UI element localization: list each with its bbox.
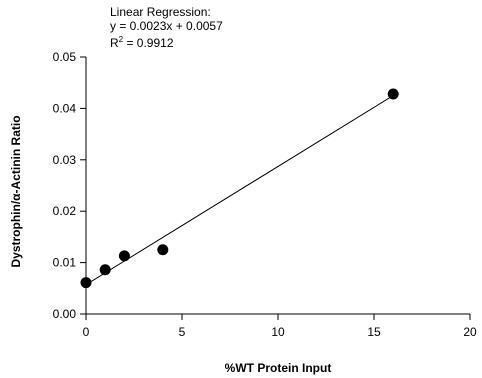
x-axis-title: %WT Protein Input bbox=[225, 361, 332, 375]
x-tick-label: 0 bbox=[83, 325, 90, 339]
axes bbox=[80, 56, 471, 320]
data-points bbox=[80, 88, 399, 289]
axis-labels: 0 5 10 15 20 0.00 0.01 0.02 0.03 0.04 0.05 %WT Prot… bbox=[9, 50, 477, 375]
data-point bbox=[99, 264, 111, 276]
x-tick-label: 5 bbox=[179, 325, 186, 339]
annotation-line-1: Linear Regression: bbox=[110, 5, 211, 19]
r-squared-exponent: 2 bbox=[118, 35, 124, 44]
x-tick-label: 15 bbox=[367, 325, 381, 339]
y-tick-label: 0.01 bbox=[53, 256, 77, 270]
annotation-equation: y = 0.0023x + 0.0057 bbox=[110, 19, 223, 33]
regression-line bbox=[85, 95, 394, 286]
y-axis-title: Dystrophin/α-Actinin Ratio bbox=[9, 115, 23, 267]
annotation-r-squared: R2 = 0.9912 bbox=[110, 33, 223, 50]
y-tick-label: 0.00 bbox=[53, 307, 77, 321]
data-point bbox=[157, 244, 169, 256]
data-point bbox=[80, 277, 92, 289]
y-tick-label: 0.02 bbox=[53, 204, 77, 218]
y-tick-label: 0.05 bbox=[53, 50, 77, 64]
x-tick-label: 20 bbox=[463, 325, 477, 339]
data-point bbox=[387, 88, 399, 100]
regression-annotation: Linear Regression: y = 0.0023x + 0.0057 … bbox=[110, 5, 223, 50]
y-tick-label: 0.03 bbox=[53, 153, 77, 167]
regression-line-group bbox=[85, 95, 394, 286]
x-tick-label: 10 bbox=[271, 325, 285, 339]
r-symbol: R bbox=[110, 36, 119, 50]
data-point bbox=[118, 250, 130, 262]
y-tick-label: 0.04 bbox=[53, 101, 77, 115]
r-squared-value: = 0.9912 bbox=[123, 36, 174, 50]
